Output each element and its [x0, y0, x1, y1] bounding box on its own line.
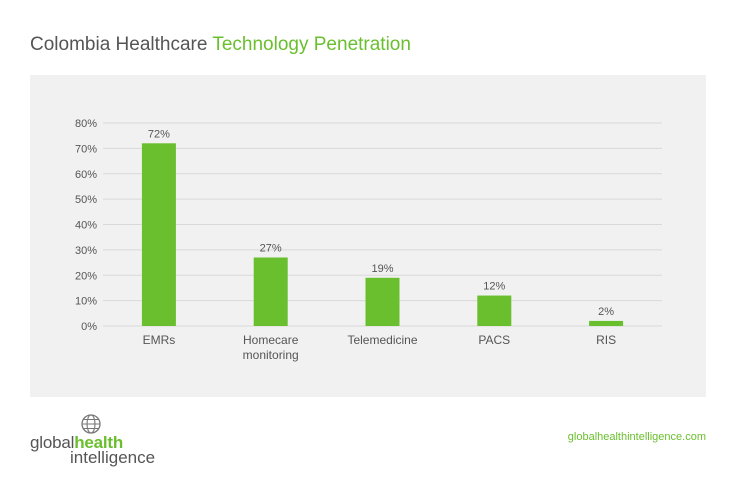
- data-label: 12%: [483, 281, 505, 293]
- logo-wordmark-line1: globalhealth: [30, 433, 123, 453]
- data-label: 19%: [371, 263, 393, 275]
- x-tick-label: monitoring: [243, 348, 299, 362]
- bar: [477, 295, 512, 326]
- x-tick-label: Telemedicine: [347, 333, 417, 347]
- y-tick-label: 20%: [75, 270, 97, 282]
- bar: [253, 257, 288, 326]
- chart-panel: 0% 10% 20% 30% 40% 50% 60% 70% 80% 72% EMRs 27% Home…: [30, 75, 706, 397]
- data-label: 2%: [598, 306, 614, 318]
- bar-chart: 0% 10% 20% 30% 40% 50% 60% 70% 80% 72% EMRs 27% Home…: [75, 118, 662, 362]
- y-tick-label: 30%: [75, 245, 97, 257]
- data-label: 27%: [260, 242, 282, 254]
- bar: [141, 143, 176, 326]
- chart-title: Colombia Healthcare Technology Penetrati…: [30, 34, 411, 56]
- y-tick-label: 10%: [75, 296, 97, 308]
- x-tick-label: RIS: [596, 333, 616, 347]
- bar: [365, 277, 400, 326]
- globe-icon: [81, 414, 101, 434]
- logo-word-health: health: [74, 433, 124, 452]
- y-tick-label: 60%: [75, 169, 97, 181]
- title-part-accent: Technology Penetration: [212, 34, 411, 55]
- title-part-main: Colombia Healthcare: [30, 34, 208, 55]
- data-label: 72%: [148, 128, 170, 140]
- x-tick-label: Homecare: [243, 333, 299, 347]
- x-tick-label: EMRs: [143, 333, 176, 347]
- y-tick-label: 0%: [81, 321, 97, 333]
- bar: [589, 320, 624, 326]
- y-tick-label: 40%: [75, 220, 97, 232]
- brand-logo: globalhealth intelligence: [30, 410, 210, 470]
- website-link[interactable]: globalhealthintelligence.com: [567, 431, 706, 443]
- x-tick-label: PACS: [478, 333, 510, 347]
- y-tick-label: 80%: [75, 118, 97, 130]
- logo-word-global: global: [30, 433, 75, 452]
- y-tick-label: 70%: [75, 143, 97, 155]
- logo-word-intelligence: intelligence: [70, 448, 156, 467]
- y-tick-label: 50%: [75, 194, 97, 206]
